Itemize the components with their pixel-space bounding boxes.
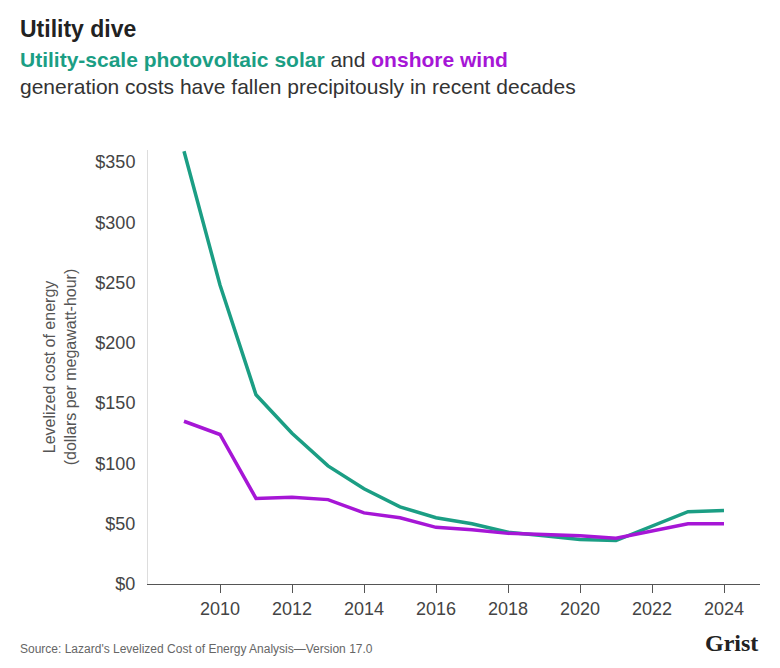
svg-text:2014: 2014 (344, 599, 384, 619)
svg-text:2016: 2016 (416, 599, 456, 619)
svg-text:2018: 2018 (488, 599, 528, 619)
svg-text:$150: $150 (95, 393, 135, 413)
svg-text:$350: $350 (95, 152, 135, 172)
svg-text:Levelized cost of energy(dolla: Levelized cost of energy(dollars per meg… (41, 269, 79, 466)
svg-text:$50: $50 (105, 514, 135, 534)
svg-text:2010: 2010 (200, 599, 240, 619)
svg-text:$100: $100 (95, 454, 135, 474)
svg-text:2024: 2024 (704, 599, 744, 619)
svg-text:Source: Lazard's Levelized Cos: Source: Lazard's Levelized Cost of Energ… (20, 642, 373, 656)
svg-text:$300: $300 (95, 213, 135, 233)
svg-text:Utility-scale photovoltaic sol: Utility-scale photovoltaic solar and ons… (20, 48, 576, 98)
svg-text:$0: $0 (115, 574, 135, 594)
svg-text:Utility dive: Utility dive (20, 16, 136, 42)
svg-text:2022: 2022 (632, 599, 672, 619)
svg-text:Grist: Grist (705, 630, 758, 656)
svg-text:$250: $250 (95, 273, 135, 293)
svg-text:$200: $200 (95, 333, 135, 353)
svg-text:2012: 2012 (272, 599, 312, 619)
svg-text:2020: 2020 (560, 599, 600, 619)
